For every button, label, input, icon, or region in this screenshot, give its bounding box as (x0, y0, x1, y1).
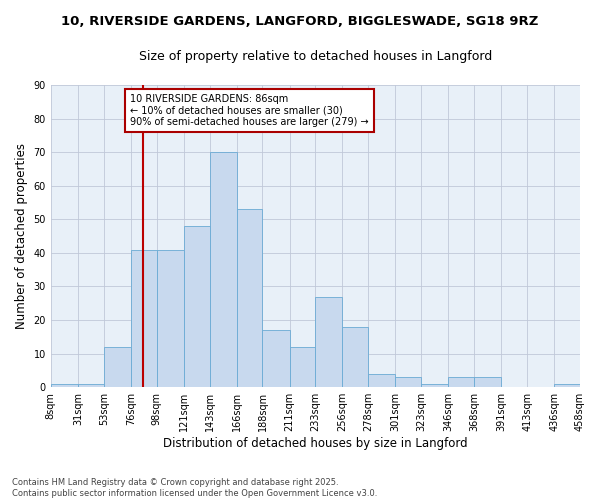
Bar (316, 296, 343, 387)
Bar (131, 250, 157, 387)
Bar (474, 377, 501, 387)
Bar (343, 327, 368, 387)
Text: 10, RIVERSIDE GARDENS, LANGFORD, BIGGLESWADE, SG18 9RZ: 10, RIVERSIDE GARDENS, LANGFORD, BIGGLES… (61, 15, 539, 28)
Y-axis label: Number of detached properties: Number of detached properties (15, 143, 28, 329)
X-axis label: Distribution of detached houses by size in Langford: Distribution of detached houses by size … (163, 437, 468, 450)
Bar (157, 250, 184, 387)
Bar (448, 377, 474, 387)
Bar (554, 384, 580, 387)
Bar (236, 209, 262, 387)
Bar (368, 374, 395, 387)
Bar (78, 384, 104, 387)
Bar (421, 384, 448, 387)
Text: 10 RIVERSIDE GARDENS: 86sqm
← 10% of detached houses are smaller (30)
90% of sem: 10 RIVERSIDE GARDENS: 86sqm ← 10% of det… (130, 94, 369, 128)
Bar (395, 377, 421, 387)
Bar (290, 347, 316, 387)
Bar (209, 152, 236, 387)
Bar (104, 347, 131, 387)
Text: Contains HM Land Registry data © Crown copyright and database right 2025.
Contai: Contains HM Land Registry data © Crown c… (12, 478, 377, 498)
Title: Size of property relative to detached houses in Langford: Size of property relative to detached ho… (139, 50, 492, 63)
Bar (184, 226, 209, 387)
Bar (262, 330, 290, 387)
Bar (51, 384, 78, 387)
